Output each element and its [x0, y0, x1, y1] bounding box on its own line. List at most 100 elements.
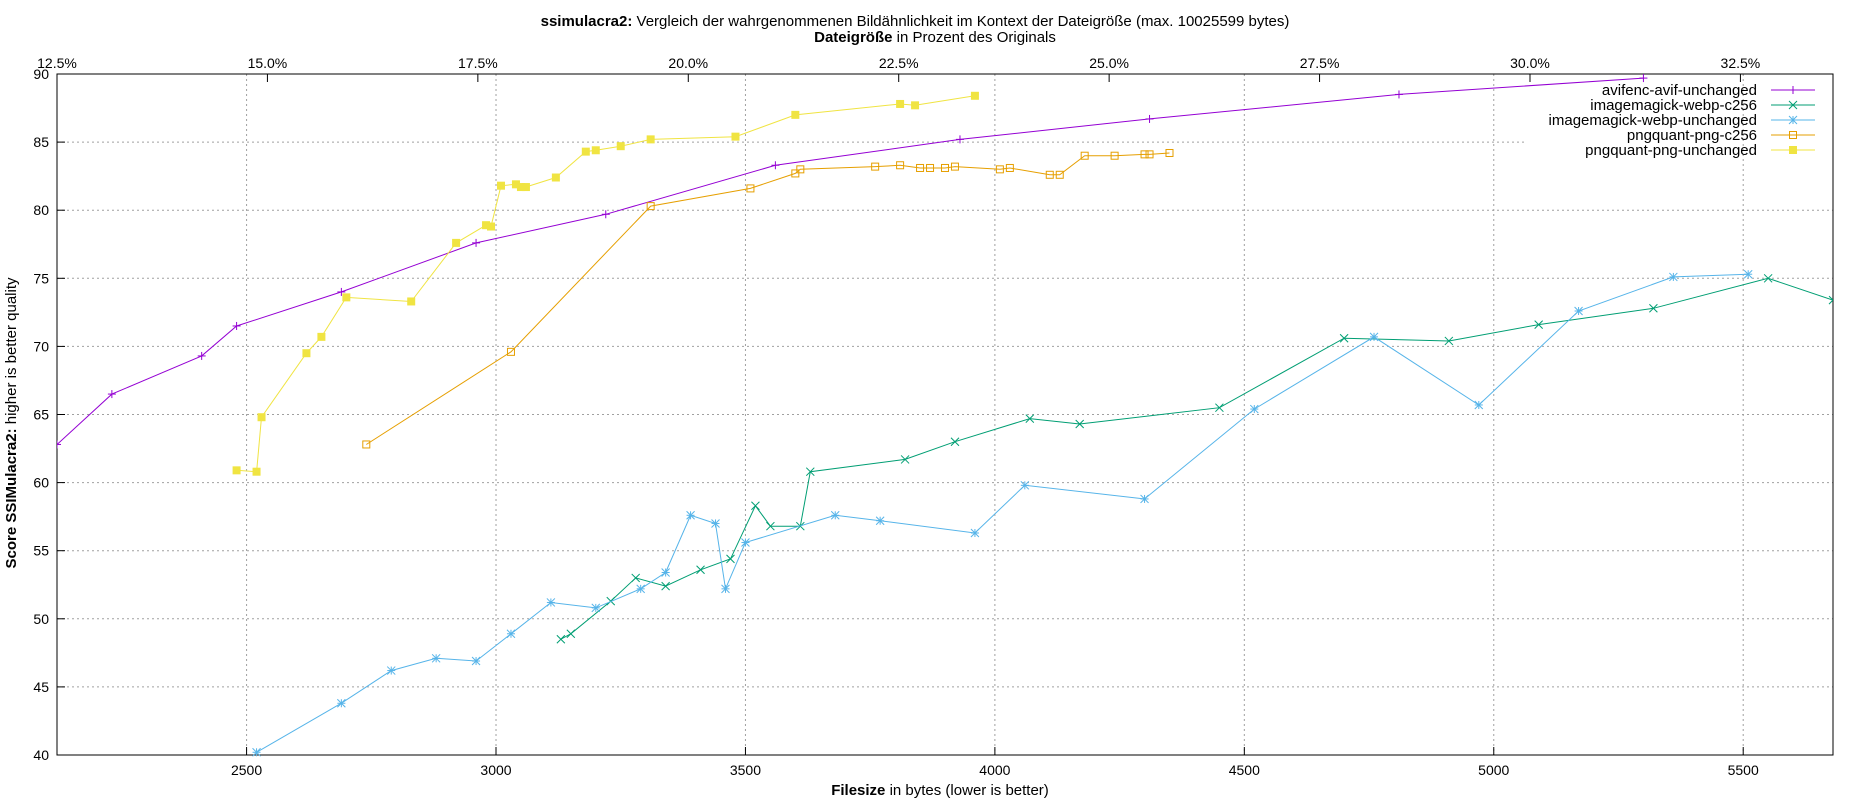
- data-point: [1789, 146, 1797, 154]
- data-point: [796, 165, 805, 174]
- data-point: [1075, 419, 1085, 429]
- data-point: [1574, 306, 1583, 316]
- x2-tick-label: 32.5%: [1721, 55, 1761, 71]
- data-point: [1005, 163, 1014, 172]
- data-point: [661, 568, 670, 577]
- x2-tick-label: 17.5%: [458, 55, 498, 71]
- data-point: [830, 510, 840, 520]
- data-point: [731, 132, 740, 141]
- x-tick-label: 2500: [231, 762, 262, 778]
- x-tick-label: 4500: [1229, 762, 1260, 778]
- x2-axis-label-rest: in Prozent des Originals: [892, 29, 1055, 46]
- data-point: [521, 183, 530, 192]
- data-point: [302, 349, 311, 358]
- data-point: [1789, 131, 1797, 139]
- data-point: [941, 163, 949, 172]
- y-tick-label: 90: [33, 66, 49, 82]
- data-point: [556, 634, 566, 644]
- y-tick-label: 50: [33, 611, 49, 627]
- data-point: [506, 347, 515, 356]
- x2-axis-label-bold: Dateigröße: [814, 29, 892, 46]
- data-point: [1534, 320, 1544, 329]
- x2-tick-label: 20.0%: [668, 55, 708, 71]
- x2-tick-label: 27.5%: [1300, 55, 1340, 71]
- data-point: [1339, 333, 1349, 343]
- data-point: [636, 584, 646, 594]
- x-tick-label: 5000: [1478, 762, 1509, 778]
- data-point: [497, 181, 505, 190]
- data-point: [970, 91, 979, 100]
- series-pngquant-png-unchanged: [232, 91, 979, 476]
- data-point: [970, 528, 980, 538]
- data-point: [696, 565, 705, 575]
- x-axis-label: Filesize in bytes (lower is better): [831, 782, 1049, 799]
- data-point: [506, 629, 516, 639]
- data-point: [57, 440, 61, 449]
- data-point: [1045, 170, 1054, 179]
- chart-title: ssimulacra2: Vergleich der wahrgenommene…: [541, 13, 1290, 30]
- data-point: [1369, 332, 1379, 342]
- data-point: [950, 437, 960, 447]
- x2-tick-label: 15.0%: [248, 55, 288, 71]
- x-axis-label-bold: Filesize: [831, 782, 885, 799]
- data-point: [1828, 295, 1833, 305]
- data-point: [926, 163, 935, 172]
- data-point: [1743, 269, 1753, 279]
- legend-label: imagemagick-webp-unchanged: [1549, 112, 1757, 129]
- y-axis-label-rest: higher is better quality: [3, 277, 20, 428]
- data-point: [487, 222, 496, 231]
- series-layer: [57, 74, 1833, 757]
- chart-title-rest: Vergleich der wahrgenommenen Bildähnlich…: [632, 13, 1289, 30]
- series-line: [366, 152, 1170, 445]
- data-point: [1145, 114, 1154, 123]
- grid-layer: [57, 74, 1833, 755]
- plot-border: [56, 73, 1834, 756]
- data-point: [252, 747, 261, 757]
- data-point: [232, 321, 241, 330]
- data-point: [317, 332, 326, 341]
- data-point: [1110, 151, 1119, 160]
- data-point: [1669, 272, 1678, 282]
- data-point: [1140, 150, 1149, 159]
- data-point: [631, 573, 641, 583]
- y-tick-label: 65: [33, 407, 49, 423]
- series-line: [236, 95, 975, 473]
- y-tick-label: 75: [33, 270, 49, 286]
- data-point: [791, 110, 800, 119]
- data-point: [911, 101, 920, 110]
- x2-tick-label: 12.5%: [37, 55, 77, 71]
- data-point: [591, 146, 600, 155]
- data-point: [566, 629, 576, 639]
- data-point: [805, 467, 815, 477]
- axes-layer: 40 45 50 55 60 65 70 75 80 85 90 2500 3000 3500 4000 45…: [33, 55, 1834, 778]
- x-tick-label: 3500: [730, 762, 761, 778]
- data-point: [1140, 494, 1149, 504]
- data-point: [1165, 148, 1174, 157]
- series-line: [560, 277, 1833, 640]
- data-point: [1080, 151, 1089, 160]
- chart-title-bold: ssimulacra2:: [541, 13, 633, 30]
- legend-label: pngquant-png-unchanged: [1585, 142, 1757, 159]
- series-line: [57, 77, 1644, 445]
- data-point: [950, 162, 959, 171]
- series-pngquant-png-c256: [362, 148, 1174, 449]
- x2-axis-label: Dateigröße in Prozent des Originals: [814, 29, 1056, 46]
- data-point: [546, 598, 556, 607]
- data-point: [1215, 403, 1224, 413]
- series-imagemagick-webp-c256: [556, 273, 1833, 644]
- data-point: [581, 147, 590, 156]
- data-point: [232, 466, 241, 475]
- data-point: [916, 163, 925, 172]
- data-point: [1394, 90, 1403, 99]
- data-point: [661, 581, 670, 591]
- series-imagemagick-webp-unchanged: [252, 269, 1753, 757]
- y-axis-label: Score SSIMulacra2: higher is better qual…: [3, 277, 20, 568]
- x-tick-label: 4000: [979, 762, 1010, 778]
- y-tick-label: 40: [33, 747, 49, 763]
- legend: avifenc-avif-unchangedimagemagick-webp-c…: [1549, 82, 1815, 159]
- data-point: [386, 666, 396, 675]
- data-point: [1639, 74, 1648, 83]
- data-point: [362, 440, 371, 449]
- data-point: [1020, 480, 1030, 490]
